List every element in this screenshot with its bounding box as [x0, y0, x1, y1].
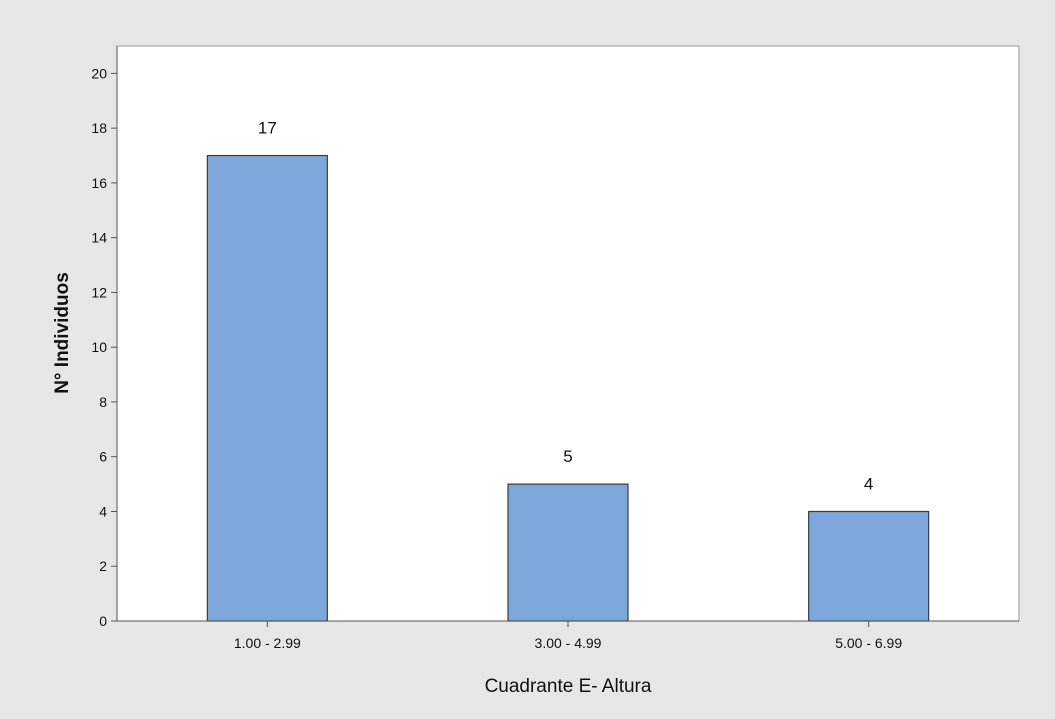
y-tick-label: 8 [99, 394, 107, 410]
y-tick-label: 10 [91, 339, 107, 355]
y-axis-title: N° Individuos [52, 272, 73, 394]
y-axis: 0 2 4 6 8 10 12 14 16 18 20 [91, 46, 118, 629]
y-tick-label: 4 [99, 503, 107, 519]
y-tick-label: 18 [91, 120, 107, 136]
bar-data-label: 17 [258, 119, 277, 138]
y-tick-label: 12 [91, 284, 107, 300]
bar [808, 510, 930, 622]
y-tick-label: 0 [99, 613, 107, 629]
x-tick-label: 3.00 - 4.99 [535, 635, 602, 651]
bar [206, 154, 328, 622]
y-tick-label: 2 [99, 558, 107, 574]
x-tick-label: 1.00 - 2.99 [234, 635, 301, 651]
bar-data-label: 5 [563, 447, 572, 466]
x-tick-label: 5.00 - 6.99 [835, 635, 902, 651]
y-tick-label: 16 [91, 175, 107, 191]
bar [507, 483, 629, 622]
y-tick-label: 14 [91, 230, 107, 246]
x-axis-title: Cuadrante E- Altura [485, 676, 652, 697]
bar-data-label: 4 [864, 474, 873, 493]
y-tick-label: 6 [99, 449, 107, 465]
y-tick-label: 20 [91, 65, 107, 81]
x-axis: 1.00 - 2.99 3.00 - 4.99 5.00 - 6.99 [117, 620, 1019, 651]
